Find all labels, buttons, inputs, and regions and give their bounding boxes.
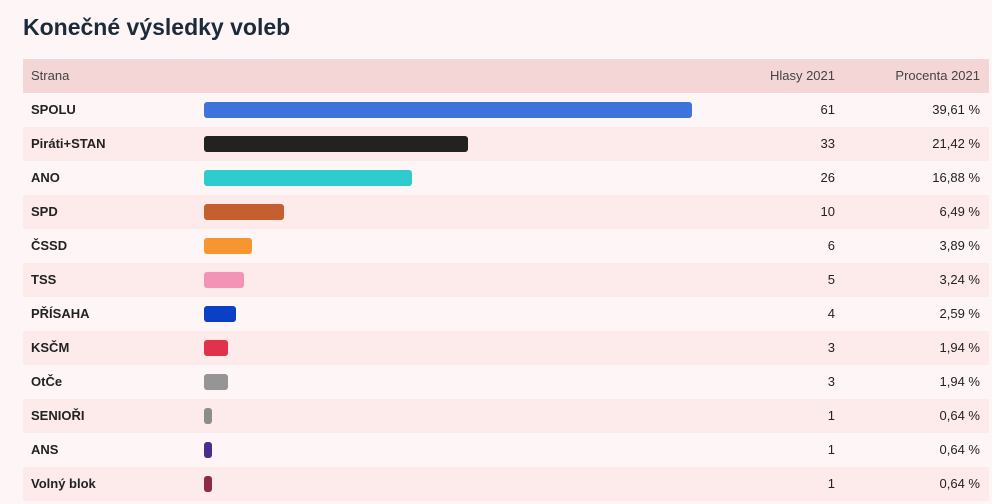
table-row: KSČM 3 1,94 % — [23, 331, 989, 365]
votes: 5 — [827, 272, 835, 287]
party-name: KSČM — [31, 340, 70, 355]
table-row: SPOLU 61 39,61 % — [23, 93, 989, 127]
votes: 26 — [820, 170, 835, 185]
bar — [204, 442, 212, 458]
percent: 3,89 % — [939, 238, 980, 253]
votes: 3 — [827, 374, 835, 389]
column-header: Hlasy 2021 — [769, 68, 835, 83]
table-row: ANS 1 0,64 % — [23, 433, 989, 467]
bar — [204, 204, 284, 220]
column-header: Procenta 2021 — [895, 68, 980, 83]
votes: 3 — [827, 340, 835, 355]
party-name: OtČe — [31, 374, 63, 389]
percent: 3,24 % — [939, 272, 980, 287]
votes: 4 — [827, 306, 835, 321]
votes: 1 — [827, 476, 835, 491]
party-name: Piráti+STAN — [31, 136, 106, 151]
table-row: ČSSD 6 3,89 % — [23, 229, 989, 263]
title: Konečné výsledky voleb — [23, 14, 291, 40]
party-name: TSS — [31, 272, 57, 287]
bar — [204, 306, 236, 322]
table-row: Piráti+STAN 33 21,42 % — [23, 127, 989, 161]
table-header: Strana Hlasy 2021 Procenta 2021 — [23, 59, 989, 93]
votes: 6 — [827, 238, 835, 253]
votes: 33 — [820, 136, 835, 151]
table-row: ANO 26 16,88 % — [23, 161, 989, 195]
bar — [204, 238, 252, 254]
percent: 0,64 % — [939, 442, 980, 457]
votes: 1 — [827, 442, 835, 457]
party-name: ANO — [31, 170, 60, 185]
bar — [204, 102, 692, 118]
percent: 0,64 % — [939, 408, 980, 423]
table-row: TSS 5 3,24 % — [23, 263, 989, 297]
percent: 1,94 % — [939, 340, 980, 355]
percent: 21,42 % — [932, 136, 980, 151]
party-name: SPOLU — [31, 102, 76, 117]
party-name: SPD — [31, 204, 58, 219]
party-name: ANS — [31, 442, 59, 457]
table-row: SPD 10 6,49 % — [23, 195, 989, 229]
bar — [204, 340, 228, 356]
bar — [204, 272, 244, 288]
bar — [204, 136, 468, 152]
percent: 39,61 % — [932, 102, 980, 117]
table-row: SENIOŘI 1 0,64 % — [23, 399, 989, 433]
party-name: ČSSD — [31, 238, 68, 253]
party-name: Volný blok — [31, 476, 96, 491]
bar — [204, 374, 228, 390]
table-row: OtČe 3 1,94 % — [23, 365, 989, 399]
votes: 10 — [820, 204, 835, 219]
percent: 2,59 % — [939, 306, 980, 321]
table-row: Volný blok 1 0,64 % — [23, 467, 989, 501]
percent: 16,88 % — [932, 170, 980, 185]
percent: 6,49 % — [939, 204, 980, 219]
bar — [204, 476, 212, 492]
bar — [204, 408, 212, 424]
table-row: PŘÍSAHA 4 2,59 % — [23, 297, 989, 331]
votes: 1 — [827, 408, 835, 423]
bar — [204, 170, 412, 186]
column-header: Strana — [31, 68, 70, 83]
party-name: PŘÍSAHA — [31, 306, 90, 321]
percent: 1,94 % — [939, 374, 980, 389]
votes: 61 — [820, 102, 835, 117]
party-name: SENIOŘI — [31, 408, 85, 423]
percent: 0,64 % — [939, 476, 980, 491]
